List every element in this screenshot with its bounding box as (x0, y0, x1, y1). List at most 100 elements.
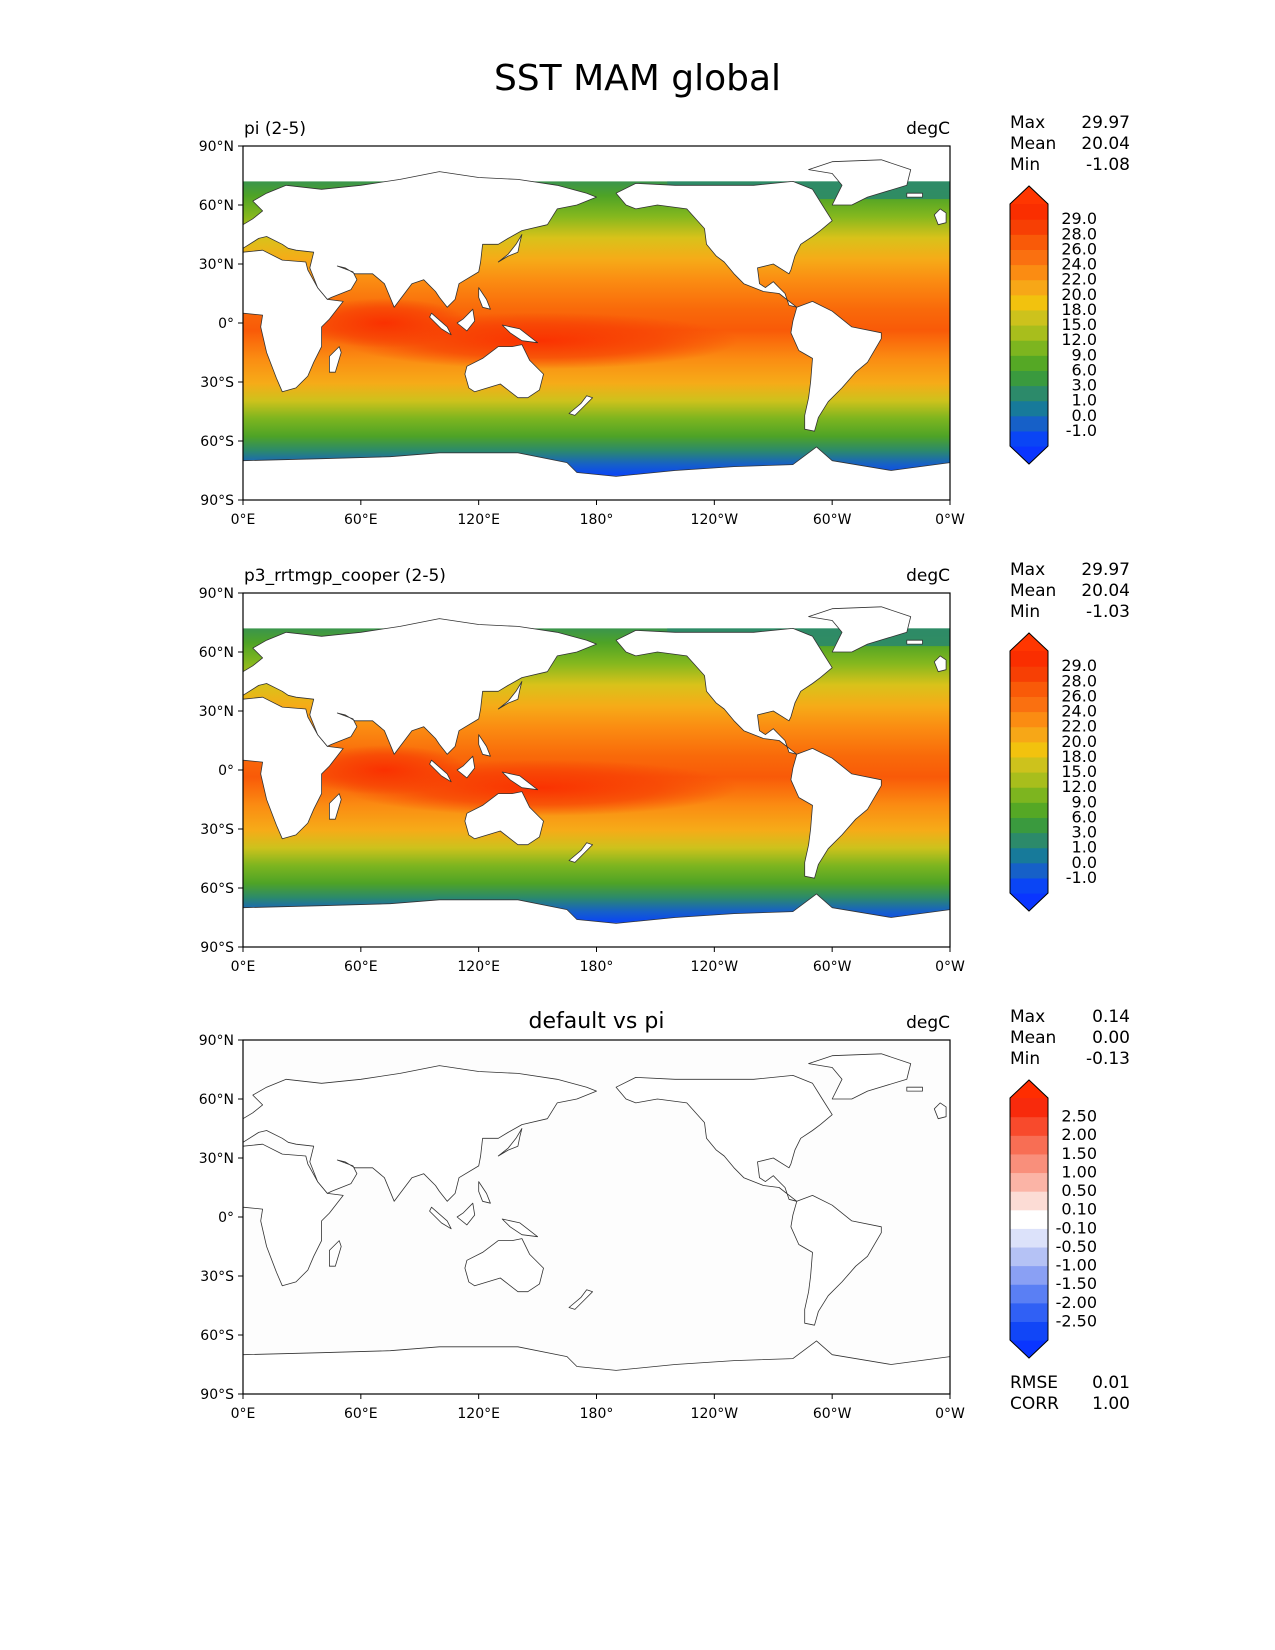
colorbar-band (1010, 862, 1048, 879)
map-panel-p3: 90°N 60°N 30°N 0° 30°S 60°S 90°S 0°E 60°E 120°E 18… (199, 560, 1130, 975)
lon-tick-label: 180° (580, 959, 614, 975)
lon-tick-label: 120°E (457, 1406, 500, 1422)
lat-tick-label: 60°S (200, 434, 234, 450)
colorbar-tick-label: 26.0 (1061, 239, 1097, 258)
colorbar-band (1010, 1321, 1048, 1341)
lon-tick-label: 120°W (691, 1406, 739, 1422)
land-polygon (456, 755, 476, 779)
colorbar-band (1010, 1228, 1048, 1248)
lon-tick-label: 120°E (457, 512, 500, 528)
lat-tick-label: 90°S (200, 1387, 234, 1403)
stat-value-min: -1.08 (1086, 155, 1130, 175)
colorbar-tick-label: 15.0 (1061, 315, 1097, 334)
land-polygon (456, 1202, 476, 1226)
colorbar-band (1010, 832, 1048, 849)
land-polygon (906, 639, 923, 645)
stat-label-mean: Mean (1010, 1028, 1056, 1048)
lat-tick-label: 60°N (199, 1092, 234, 1108)
colorbar-tick-label: 2.50 (1061, 1107, 1097, 1126)
colorbar-extend-top (1010, 186, 1048, 204)
land-polygon (242, 171, 597, 308)
land-polygon (464, 791, 544, 846)
colorbar-band (1010, 249, 1048, 266)
land-polygon (464, 1238, 544, 1293)
extra-stat-label: CORR (1010, 1394, 1059, 1414)
colorbar-tick-label: -1.50 (1056, 1274, 1097, 1293)
colorbar-band (1010, 1135, 1048, 1155)
stat-label-min: Min (1010, 1049, 1040, 1069)
colorbar-tick-label: -0.10 (1056, 1218, 1097, 1237)
figure-title: SST MAM global (493, 58, 782, 99)
land-polygon (790, 748, 882, 879)
stat-value-max: 29.97 (1081, 113, 1130, 133)
colorbar-tick-label: 20.0 (1061, 285, 1097, 304)
land-polygon (933, 1102, 947, 1120)
colorbar-tick-label: 0.10 (1061, 1200, 1097, 1219)
colorbar-band (1010, 1191, 1048, 1211)
colorbar-band (1010, 1172, 1048, 1192)
colorbar-tick-label: 28.0 (1061, 671, 1097, 690)
colorbar-band (1010, 711, 1048, 728)
land-polygon (906, 1086, 923, 1092)
lat-tick-label: 60°S (200, 881, 234, 897)
stat-label-mean: Mean (1010, 581, 1056, 601)
coastlines (242, 1053, 951, 1395)
colorbar-tick-label: 29.0 (1061, 209, 1097, 228)
colorbar: 29.028.026.024.022.020.018.015.012.09.06… (1009, 185, 1097, 465)
land-polygon (615, 628, 833, 755)
land-polygon (808, 606, 912, 653)
stat-value-mean: 0.00 (1092, 1028, 1130, 1048)
stat-value-mean: 20.04 (1081, 581, 1130, 601)
panel-units: degC (906, 119, 950, 139)
lon-tick-label: 60°W (813, 1406, 852, 1422)
colorbar-band (1010, 294, 1048, 311)
colorbar-tick-label: 20.0 (1061, 732, 1097, 751)
colorbar-tick-label: 6.0 (1072, 360, 1097, 379)
land-polygon (464, 344, 544, 399)
panel-left-title: p3_rrtmgp_cooper (2-5) (244, 566, 446, 586)
colorbar-tick-label: -1.0 (1066, 421, 1097, 440)
stat-value-min: -0.13 (1086, 1049, 1130, 1069)
panel-left-title: pi (2-5) (244, 119, 306, 139)
colorbar-band (1010, 1116, 1048, 1136)
colorbar-extend-bottom (1010, 446, 1048, 464)
colorbar-tick-label: 24.0 (1061, 255, 1097, 274)
colorbar-band (1010, 309, 1048, 326)
land-polygon (497, 234, 523, 263)
indian-ocean-field (299, 745, 470, 795)
lon-tick-label: 180° (580, 1406, 614, 1422)
colorbar-band (1010, 772, 1048, 788)
panel-center-title: default vs pi (529, 1009, 665, 1034)
colorbar-band (1010, 651, 1048, 667)
lat-tick-label: 90°S (200, 493, 234, 509)
colorbar-band (1010, 756, 1048, 773)
colorbar-outline (1009, 632, 1049, 912)
land-polygon (501, 1218, 538, 1238)
colorbar-tick-label: -1.00 (1056, 1256, 1097, 1275)
colorbar-tick-label: 1.0 (1072, 391, 1097, 410)
colorbar-tick-label: 12.0 (1061, 330, 1097, 349)
lat-tick-label: 30°S (200, 375, 234, 391)
stat-value-max: 0.14 (1092, 1007, 1130, 1027)
colorbar-band (1010, 264, 1048, 281)
colorbar-band (1010, 696, 1048, 713)
land-polygon (328, 346, 342, 373)
colorbar-tick-label: -2.00 (1056, 1293, 1097, 1312)
lat-tick-label: 30°N (199, 1151, 234, 1167)
lon-tick-label: 60°E (344, 1406, 378, 1422)
extra-stat-value: 1.00 (1092, 1394, 1130, 1414)
land-polygon (808, 159, 912, 206)
land-polygon (906, 192, 923, 198)
extra-stat-label: RMSE (1010, 1373, 1058, 1393)
lat-tick-label: 60°S (200, 1328, 234, 1344)
colorbar-band (1010, 1098, 1048, 1118)
lat-tick-label: 60°N (199, 645, 234, 661)
colorbar-band (1010, 726, 1048, 743)
lon-tick-label: 0°E (231, 512, 256, 528)
lon-tick-label: 60°E (344, 512, 378, 528)
lat-tick-label: 30°N (199, 257, 234, 273)
indian-ocean-field (299, 298, 470, 348)
land-polygon (429, 312, 452, 336)
colorbar-outline (1009, 185, 1049, 465)
stat-label-min: Min (1010, 155, 1040, 175)
